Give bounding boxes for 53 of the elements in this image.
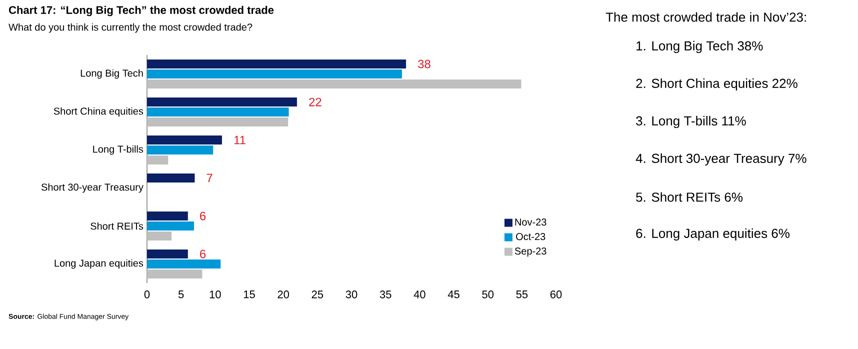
x-tick-label: 55 (516, 290, 528, 298)
y-tick-label: Long Japan equities (54, 259, 144, 269)
y-tick-label: Long Big Tech (80, 69, 143, 79)
x-tick-label: 15 (244, 290, 255, 298)
chart-title: Chart 17: “Long Big Tech” the most crowded trade (8, 6, 274, 16)
data-label: 38 (418, 60, 430, 68)
bar (147, 118, 288, 127)
x-tick-label: 0 (144, 290, 150, 298)
data-label: 6 (200, 250, 206, 258)
bar (147, 80, 522, 89)
bar (147, 108, 289, 117)
x-tick-label: 35 (380, 290, 392, 298)
bar (147, 70, 402, 79)
x-tick-label: 20 (278, 290, 290, 298)
legend-label: Oct-23 (516, 233, 546, 240)
data-label: 22 (309, 98, 322, 106)
bar (147, 146, 214, 155)
x-tick-label: 60 (550, 290, 562, 298)
text: 5. Short REITs 6% (636, 192, 742, 202)
bar (147, 260, 221, 269)
legend-label: Nov-23 (515, 218, 546, 226)
bar (147, 232, 172, 241)
y-tick-label: Short REITs (90, 222, 144, 230)
bar (147, 98, 297, 107)
y-tick-label: Short China equities (54, 107, 144, 117)
text: 6. Long Japan equities 6% (636, 228, 790, 241)
x-tick-label: 25 (312, 290, 324, 298)
bar (147, 156, 168, 165)
bar (147, 136, 222, 145)
x-tick-label: 40 (414, 290, 426, 298)
x-tick-label: 30 (346, 290, 358, 298)
text: 2. Short China equities 22% (636, 78, 798, 91)
y-tick-label: Long T-bills (93, 145, 144, 155)
bar (147, 174, 195, 183)
x-tick-label: 10 (210, 290, 221, 298)
x-tick-label: 5 (178, 290, 184, 298)
data-label: 11 (234, 136, 246, 144)
data-label: 7 (206, 174, 212, 182)
text: 4. Short 30-year Treasury 7% (636, 153, 806, 166)
bar (147, 270, 202, 278)
chart-subtitle: What do you think is currently the most crowded trade? (8, 23, 252, 33)
x-tick-label: 50 (482, 290, 494, 298)
legend-label: Sep-23 (514, 248, 546, 257)
text: The most crowded trade in Nov’23: (606, 12, 806, 22)
bar (147, 60, 406, 69)
bar (147, 250, 188, 258)
text: 3. Long T-bills 11% (636, 116, 746, 128)
text: 1. Long Big Tech 38% (636, 40, 763, 54)
x-tick-label: 45 (448, 290, 460, 298)
data-label: 6 (200, 212, 206, 220)
bar (147, 222, 194, 231)
y-tick-label: Short 30-year Treasury (41, 183, 144, 193)
bar (147, 212, 188, 221)
